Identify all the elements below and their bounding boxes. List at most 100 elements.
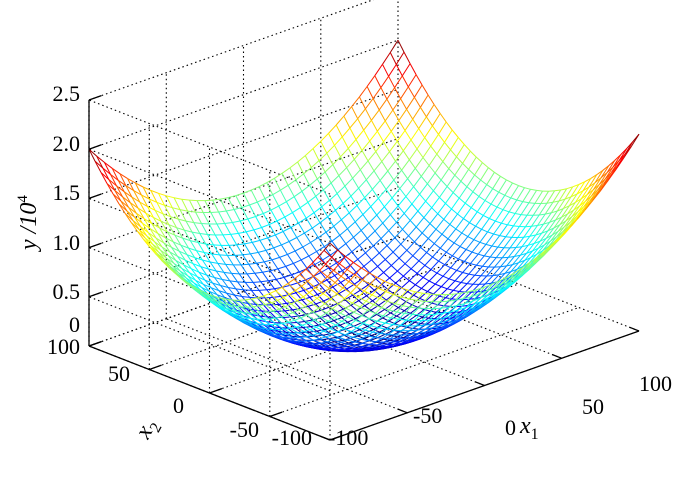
mesh-segment: [389, 76, 395, 87]
mesh-segment: [393, 252, 399, 258]
mesh-segment: [373, 246, 379, 253]
mesh-segment: [415, 233, 423, 242]
mesh-segment: [404, 204, 412, 213]
mesh-segment: [319, 153, 327, 160]
mesh-segment: [288, 185, 294, 196]
mesh-segment: [264, 260, 272, 262]
mesh-segment: [282, 173, 288, 185]
mesh-segment: [205, 200, 213, 201]
mesh-segment: [229, 245, 235, 255]
mesh-segment: [446, 243, 454, 252]
mesh-segment: [443, 162, 449, 169]
mesh-segment: [523, 202, 529, 203]
mesh-segment: [363, 273, 369, 280]
mesh-segment: [489, 207, 497, 218]
mesh-segment: [460, 247, 466, 250]
mesh-segment: [358, 259, 364, 266]
mesh-segment: [247, 274, 253, 283]
mesh-segment: [245, 282, 251, 290]
mesh-segment: [347, 270, 355, 275]
mesh-segment: [423, 293, 431, 294]
mesh-segment: [296, 174, 304, 180]
mesh-segment: [301, 260, 307, 269]
mesh-segment: [425, 265, 431, 269]
mesh-segment: [335, 145, 341, 157]
mesh-segment: [394, 287, 400, 294]
mesh-segment: [297, 238, 303, 248]
x2-tick-label: 50: [108, 361, 130, 386]
mesh-segment: [436, 229, 442, 234]
mesh-segment: [470, 151, 476, 157]
mesh-segment: [360, 161, 368, 170]
mesh-segment: [475, 266, 483, 275]
mesh-segment: [320, 217, 328, 223]
mesh-segment: [248, 217, 256, 220]
mesh-segment: [227, 255, 233, 265]
mesh-segment: [486, 244, 492, 246]
mesh-segment: [290, 168, 296, 180]
mesh-segment: [439, 261, 445, 265]
mesh-segment: [375, 231, 381, 239]
mesh-segment: [343, 282, 349, 288]
mesh-segment: [369, 215, 377, 223]
mesh-segment: [266, 250, 272, 260]
mesh-segment: [371, 207, 377, 216]
mesh-segment: [280, 190, 286, 202]
mesh-segment: [389, 222, 397, 230]
mesh-segment: [417, 138, 425, 149]
x1-tick-mark: [475, 382, 485, 386]
mesh-segment: [469, 274, 475, 275]
mesh-segment: [447, 281, 455, 289]
mesh-segment: [400, 189, 406, 197]
mesh-segment: [465, 192, 473, 203]
mesh-segment: [236, 193, 244, 196]
x2-tick-labels: -100 -50 0 50 100: [47, 334, 312, 450]
mesh-segment: [263, 272, 269, 281]
mesh-segment: [411, 261, 419, 269]
mesh-segment: [321, 141, 327, 153]
mesh-segment: [409, 236, 415, 242]
mesh-segment: [531, 189, 537, 190]
mesh-segment: [306, 218, 312, 228]
mesh-segment: [529, 190, 537, 202]
mesh-segment: [251, 290, 257, 298]
y-tick-mark: [89, 96, 101, 100]
mesh-segment: [423, 270, 431, 278]
mesh-segment: [456, 219, 464, 229]
mesh-segment: [446, 122, 452, 130]
mesh-segment: [291, 223, 299, 227]
mesh-segment: [313, 141, 321, 148]
mesh-segment: [335, 137, 343, 145]
mesh-segment: [398, 197, 406, 206]
mesh-segment: [477, 201, 485, 212]
mesh-segment: [384, 131, 392, 141]
mesh-segment: [337, 294, 345, 299]
mesh-segment: [493, 189, 499, 193]
mesh-segment: [401, 244, 407, 250]
y-tick-label: 0.5: [53, 279, 81, 304]
mesh-segment: [310, 327, 316, 329]
mesh-segment: [286, 197, 294, 202]
mesh-segment: [329, 133, 335, 145]
mesh-segment: [295, 318, 301, 320]
mesh-segment: [444, 219, 450, 224]
mesh-segment: [359, 188, 365, 197]
mesh-segment: [307, 315, 315, 320]
mesh-segment: [354, 237, 360, 245]
mesh-segment: [399, 258, 405, 264]
mesh-segment: [500, 176, 506, 180]
mesh-segment: [337, 194, 343, 204]
mesh-segment: [396, 65, 402, 76]
mesh-segment: [405, 119, 413, 130]
mesh-segment: [379, 99, 387, 110]
mesh-segment: [377, 215, 383, 223]
mesh-segment: [405, 131, 411, 141]
mesh-segment: [438, 203, 446, 213]
mesh-segment: [411, 129, 419, 140]
mesh-segment: [233, 265, 239, 274]
mesh-segment: [455, 175, 461, 181]
mesh-segment: [509, 212, 515, 214]
mesh-segment: [523, 189, 531, 201]
mesh-segment: [449, 270, 457, 278]
mesh-segment: [369, 341, 377, 342]
